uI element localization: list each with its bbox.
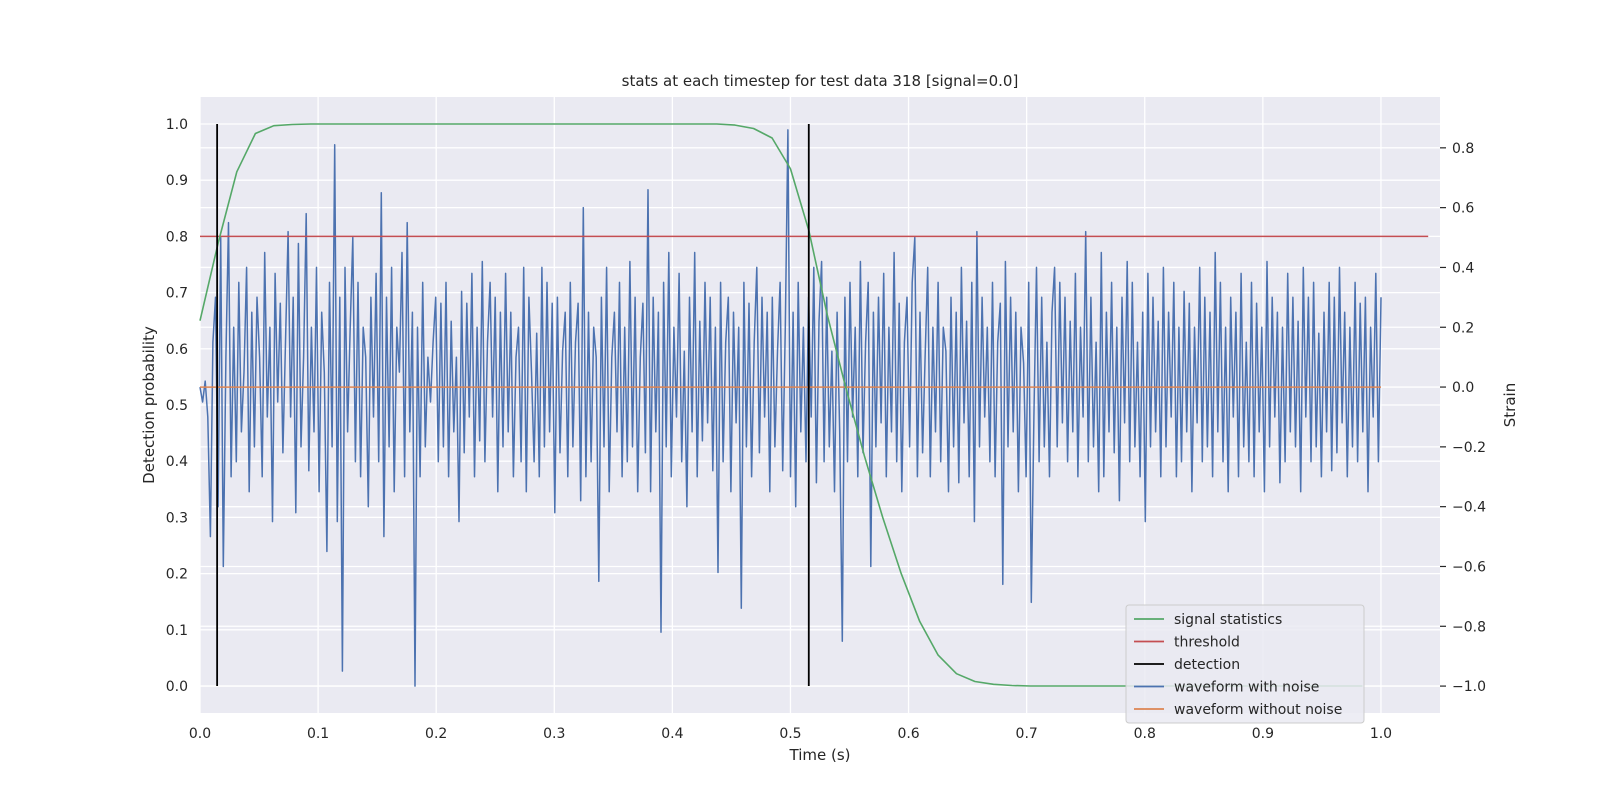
y-left-tick-label: 0.8 — [166, 229, 188, 245]
x-tick-label: 0.6 — [897, 726, 919, 742]
axes: 0.0 0.1 0.2 0.3 0.4 0.5 0.6 0.7 0.8 0.9 1.0 0.0 0.1 0… — [166, 117, 1486, 742]
y-right-tick-label: −0.6 — [1452, 559, 1486, 575]
legend-label: threshold — [1174, 635, 1240, 651]
y-left-tick-label: 1.0 — [166, 117, 188, 133]
y-left-tick-label: 0.5 — [166, 398, 188, 414]
x-tick-label: 0.7 — [1016, 726, 1038, 742]
x-tick-label: 0.5 — [779, 726, 801, 742]
series-waveform-with-noise — [199, 129, 1382, 687]
x-tick-label: 0.9 — [1252, 726, 1274, 742]
x-tick-label: 1.0 — [1370, 726, 1392, 742]
y-left-tick-label: 0.6 — [166, 342, 188, 358]
y-right-tick-label: −0.2 — [1452, 440, 1486, 456]
legend: signal statistics threshold detection wavef… — [1125, 604, 1365, 724]
y-axis-left-title: Detection probability — [140, 326, 158, 484]
x-tick-label: 0.2 — [425, 726, 447, 742]
x-axis-title: Time (s) — [789, 746, 851, 764]
y-right-tick-label: 0.2 — [1452, 320, 1474, 336]
y-right-tick-label: 0.8 — [1452, 141, 1474, 157]
legend-label: signal statistics — [1174, 612, 1282, 628]
y-left-tick-label: 0.1 — [166, 623, 188, 639]
y-right-tick-label: 0.4 — [1452, 260, 1474, 276]
y-right-tick-label: −0.4 — [1452, 500, 1486, 516]
chart-title: stats at each timestep for test data 318… — [622, 72, 1019, 90]
y-left-tick-label: 0.7 — [166, 286, 188, 302]
legend-label: waveform without noise — [1174, 702, 1342, 718]
y-axis-right-title: Strain — [1501, 383, 1519, 427]
y-right-tick-label: 0.6 — [1452, 201, 1474, 217]
legend-label: detection — [1174, 657, 1240, 673]
y-left-tick-label: 0.9 — [166, 173, 188, 189]
x-tick-label: 0.0 — [189, 726, 211, 742]
x-tick-label: 0.1 — [307, 726, 329, 742]
y-right-tick-label: −0.8 — [1452, 619, 1486, 635]
y-left-tick-label: 0.4 — [166, 454, 188, 470]
x-tick-label: 0.3 — [543, 726, 565, 742]
legend-label: waveform with noise — [1174, 680, 1319, 696]
y-left-tick-label: 0.0 — [166, 679, 188, 695]
legend-box — [1125, 604, 1365, 724]
y-right-tick-label: 0.0 — [1452, 380, 1474, 396]
x-tick-label: 0.8 — [1134, 726, 1156, 742]
y-left-tick-label: 0.3 — [166, 510, 188, 526]
y-right-tick-label: −1.0 — [1452, 679, 1486, 695]
y-left-tick-label: 0.2 — [166, 567, 188, 583]
x-tick-label: 0.4 — [661, 726, 683, 742]
